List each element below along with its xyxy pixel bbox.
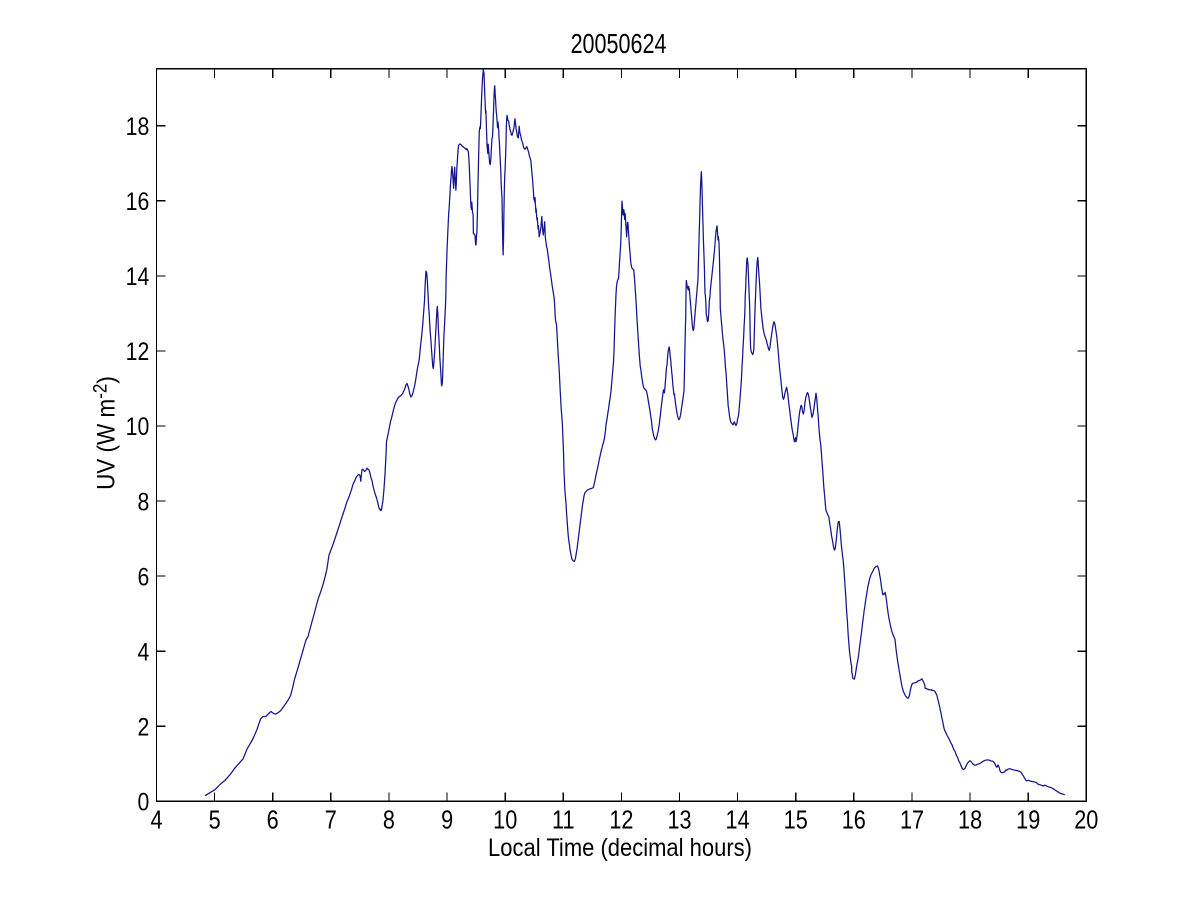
svg-text:UV (W m-2): UV (W m-2) [90,376,121,490]
svg-text:8: 8 [137,488,149,516]
svg-text:20: 20 [1074,807,1098,835]
svg-text:2: 2 [137,713,149,741]
svg-text:10: 10 [126,413,150,441]
svg-text:18: 18 [126,112,150,140]
svg-text:19: 19 [1016,807,1040,835]
svg-text:4: 4 [137,638,149,666]
svg-text:14: 14 [726,807,750,835]
svg-text:16: 16 [126,187,150,215]
svg-text:0: 0 [137,788,149,816]
svg-text:14: 14 [126,262,150,290]
svg-text:6: 6 [267,807,279,835]
svg-text:15: 15 [784,807,808,835]
svg-text:Local Time (decimal hours): Local Time (decimal hours) [488,834,752,862]
svg-text:18: 18 [958,807,982,835]
svg-text:4: 4 [150,807,162,835]
svg-text:6: 6 [137,563,149,591]
svg-text:11: 11 [552,807,574,835]
svg-text:12: 12 [126,337,150,365]
svg-text:12: 12 [609,807,633,835]
svg-text:20050624: 20050624 [571,28,667,59]
svg-text:13: 13 [667,807,691,835]
svg-text:7: 7 [325,807,337,835]
svg-text:10: 10 [493,807,517,835]
svg-text:17: 17 [900,807,924,835]
svg-text:9: 9 [441,807,453,835]
svg-text:5: 5 [209,807,221,835]
svg-text:16: 16 [842,807,866,835]
svg-text:8: 8 [383,807,395,835]
